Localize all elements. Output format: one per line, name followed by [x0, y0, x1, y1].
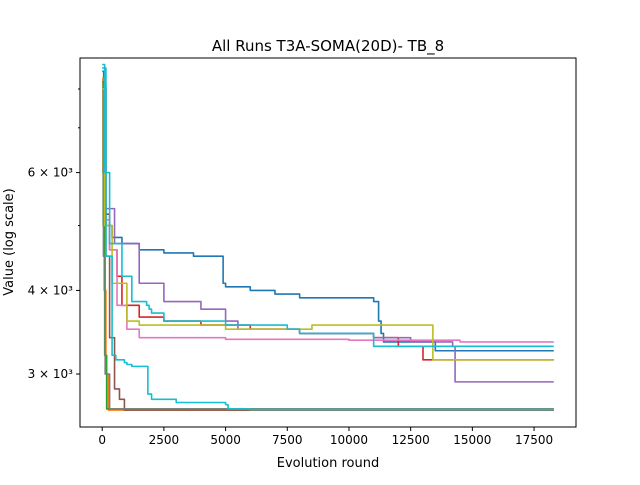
x-tick-label: 17500 [515, 433, 553, 447]
series-line-10 [102, 63, 554, 348]
x-tick-label: 7500 [272, 433, 303, 447]
chart-title: All Runs T3A-SOMA(20D)- TB_8 [212, 37, 444, 56]
y-axis-label: Value (log scale) [2, 188, 17, 295]
x-tick-label: 10000 [330, 433, 368, 447]
series-line-8 [102, 88, 554, 410]
x-tick-label: 12500 [392, 433, 430, 447]
axes-frame [79, 57, 577, 428]
x-tick-label: 15000 [453, 433, 491, 447]
series-line-11 [102, 67, 554, 411]
series-line-7 [102, 88, 554, 343]
series-line-1 [102, 70, 554, 352]
x-tick-label: 5000 [210, 433, 241, 447]
x-tick-label: 2500 [149, 433, 180, 447]
series-layer [102, 63, 554, 411]
y-tick-label: 3 × 10³ [28, 367, 74, 381]
x-tick-label: 0 [98, 433, 106, 447]
y-tick-label: 4 × 10³ [28, 283, 74, 297]
y-tick-label: 6 × 10³ [28, 166, 74, 180]
x-axis-ticks: 0 2500 5000 7500 10000 12500 15000 17500 [98, 427, 553, 447]
x-axis-label: Evolution round [277, 456, 380, 471]
y-axis-ticks: 3 × 10³ 4 × 10³ 6 × 10³ [28, 88, 80, 381]
